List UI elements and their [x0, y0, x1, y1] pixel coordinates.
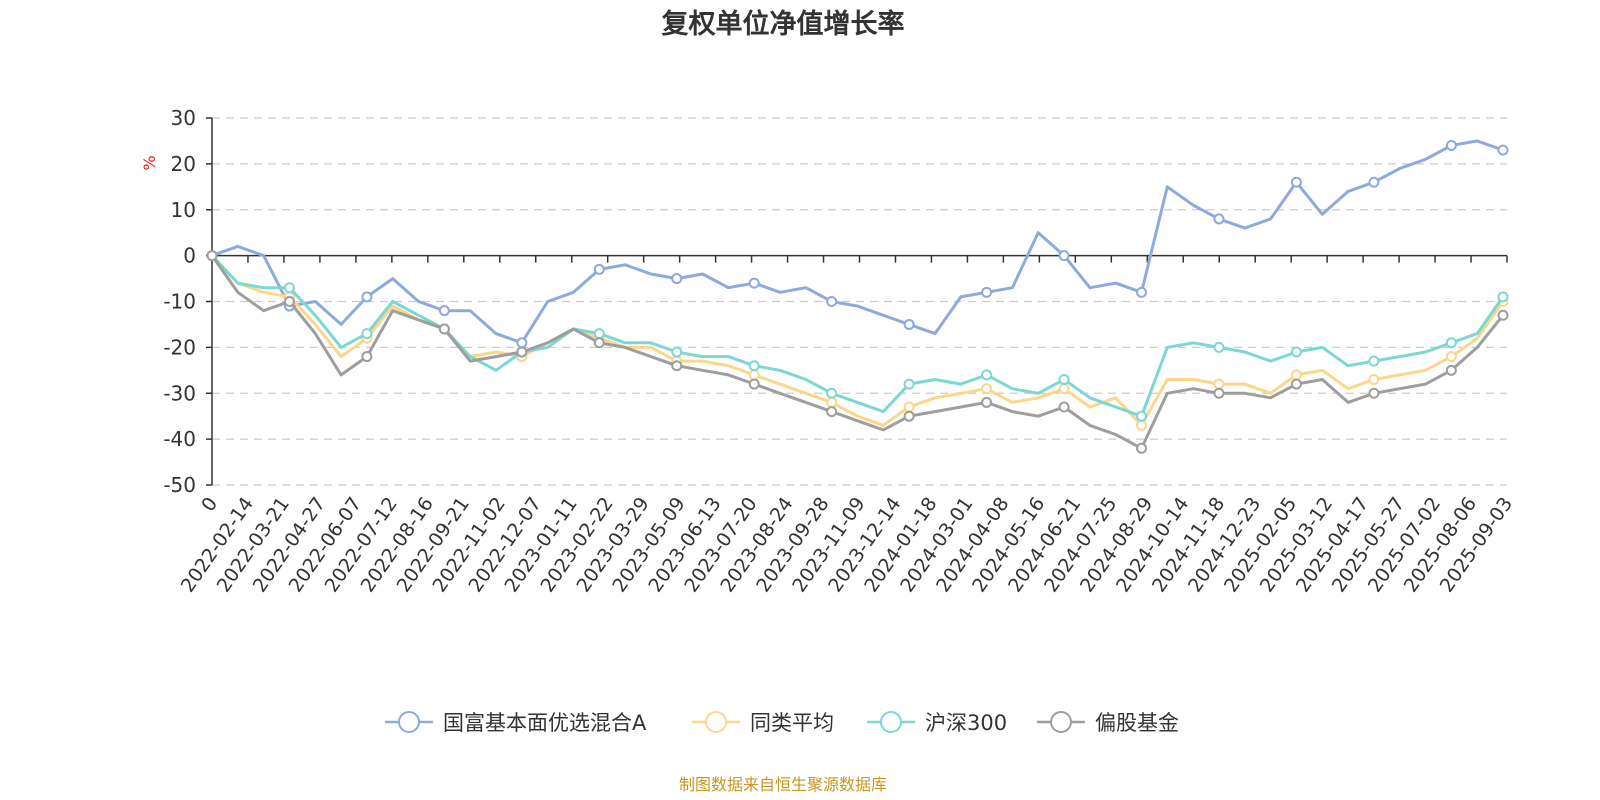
series-line-1 [210, 254, 1505, 427]
series-point [1136, 286, 1148, 298]
series-point [1213, 387, 1225, 399]
series-point [1368, 355, 1380, 367]
series-point [593, 263, 605, 275]
series-point [671, 360, 683, 372]
series-line-2 [210, 254, 1505, 418]
series-point [1058, 383, 1070, 395]
y-tick-label: 30 [171, 106, 196, 130]
series-point [593, 328, 605, 340]
legend-item-1[interactable]: 同类平均 [692, 711, 834, 735]
series-point [826, 396, 838, 408]
series-point [1497, 309, 1509, 321]
legend-label: 同类平均 [750, 711, 834, 735]
series-lines [206, 139, 1509, 454]
series-point [903, 410, 915, 422]
series-point [206, 250, 218, 262]
series-point [1213, 341, 1225, 353]
chart-title: 复权单位净值增长率 [662, 8, 905, 40]
legend-label: 国富基本面优选混合A [443, 711, 647, 735]
series-point [1290, 369, 1302, 381]
series-point [593, 337, 605, 349]
series-point [903, 401, 915, 413]
y-tick-label: -30 [163, 381, 196, 405]
series-point [903, 318, 915, 330]
series-point [1058, 373, 1070, 385]
series-point [438, 323, 450, 335]
y-unit-label: % [140, 155, 159, 170]
y-tick-label: -50 [163, 473, 196, 497]
series-point [981, 396, 993, 408]
series-point [826, 406, 838, 418]
legend-item-3[interactable]: 偏股基金 [1037, 711, 1179, 735]
y-tick-label: 20 [171, 152, 196, 176]
series-point [1290, 346, 1302, 358]
legend-marker [705, 711, 727, 733]
series-point [1445, 140, 1457, 152]
legend-label: 沪深300 [925, 711, 1007, 735]
series-line-3 [210, 254, 1505, 450]
series-point [1445, 364, 1457, 376]
series-point [1497, 291, 1509, 303]
series-point [1136, 419, 1148, 431]
series-point [1368, 373, 1380, 385]
series-point [1368, 176, 1380, 188]
series-point [1290, 378, 1302, 390]
series-point [1497, 144, 1509, 156]
legend[interactable]: 国富基本面优选混合A 同类平均 沪深300 偏股基金 [385, 711, 1179, 735]
series-point [748, 378, 760, 390]
series-point [1290, 176, 1302, 188]
series-point [1445, 351, 1457, 363]
gridlines [212, 117, 1507, 486]
y-tick-label: 0 [183, 244, 196, 268]
series-point [1445, 337, 1457, 349]
source-note: 制图数据来自恒生聚源数据库 [679, 775, 887, 794]
series-point [1058, 250, 1070, 262]
legend-item-0[interactable]: 国富基本面优选混合A [385, 711, 647, 735]
series-point [748, 369, 760, 381]
y-tick-label: -40 [163, 427, 196, 451]
series-point [516, 346, 528, 358]
series-point [438, 305, 450, 317]
series-point [516, 337, 528, 349]
series-point [361, 328, 373, 340]
legend-label: 偏股基金 [1095, 711, 1179, 735]
series-point [1213, 213, 1225, 225]
series-point [981, 383, 993, 395]
series-point [1136, 410, 1148, 422]
x-tick-label: 0 [197, 493, 222, 516]
series-line-0 [211, 139, 1504, 345]
legend-marker [398, 711, 420, 733]
series-point [748, 277, 760, 289]
y-tick-label: -10 [163, 290, 196, 314]
series-point [826, 387, 838, 399]
series-point [283, 282, 295, 294]
y-tick-label: 10 [171, 198, 196, 222]
series-point [903, 378, 915, 390]
series-point [361, 351, 373, 363]
y-tick-label: -20 [163, 335, 196, 359]
series-point [1213, 378, 1225, 390]
series-point [1136, 442, 1148, 454]
legend-marker [880, 711, 902, 733]
series-point [1058, 401, 1070, 413]
series-point [671, 346, 683, 358]
legend-marker [1050, 711, 1072, 733]
legend-item-2[interactable]: 沪深300 [867, 711, 1007, 735]
series-point [361, 291, 373, 303]
series-point [283, 296, 295, 307]
series-point [748, 360, 760, 372]
series-point [1368, 387, 1380, 399]
series-point [981, 286, 993, 298]
series-point [981, 369, 993, 381]
series-point [826, 296, 838, 307]
series-point [671, 273, 683, 285]
